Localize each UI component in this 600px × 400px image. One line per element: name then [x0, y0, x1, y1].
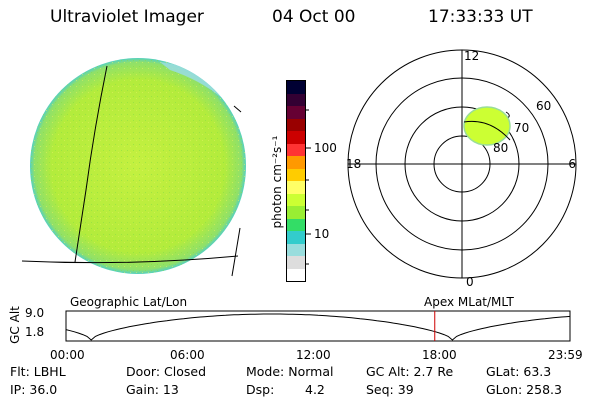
colorbar-segment	[287, 143, 305, 156]
apex-caption: Apex MLat/MLT	[424, 295, 514, 309]
color-bar-ticks	[306, 109, 311, 265]
lat-label-60: 60	[536, 99, 551, 113]
door-status: Door: Closed	[126, 364, 207, 379]
gc-alt-status: GC Alt: 2.7 Re	[366, 364, 454, 379]
xtick-1200: 12:00	[296, 348, 331, 362]
altitude-plot	[65, 310, 571, 342]
colorbar-segment	[287, 231, 305, 244]
colorbar-segment	[287, 218, 305, 231]
xtick-0000: 00:00	[50, 348, 85, 362]
longitude-line	[74, 65, 108, 263]
edge-tick	[233, 105, 242, 113]
ip-status: IP: 36.0	[10, 382, 58, 397]
altitude-curve	[65, 313, 571, 341]
date-label: 04 Oct 00	[272, 7, 356, 27]
colorbar-segment	[287, 243, 305, 256]
mlt-label-12: 12	[464, 49, 479, 63]
colorbar-unit-label: photon cm⁻²s⁻¹	[270, 135, 284, 229]
colorbar-tick-10: 10	[314, 227, 330, 241]
xtick-1800: 18:00	[422, 348, 457, 362]
altitude-ytick-top: 9.0	[25, 306, 45, 320]
lat-label-80: 80	[493, 141, 508, 155]
colorbar-segment	[287, 118, 305, 131]
filter-status: Flt: LBHL	[10, 364, 66, 379]
seq-status: Seq: 39	[366, 382, 414, 397]
earth-disk-image	[21, 58, 246, 277]
app-title: Ultraviolet Imager	[50, 7, 204, 27]
colorbar-segment	[287, 131, 305, 144]
colorbar-segment	[287, 168, 305, 181]
polar-plot: 12 18 6 0 60 70 80	[346, 49, 577, 288]
mode-status: Mode: Normal	[246, 364, 334, 379]
auroral-oval	[463, 106, 511, 146]
gain-status: Gain: 13	[126, 382, 179, 397]
altitude-ytick-bottom: 1.8	[25, 325, 45, 339]
colorbar-segment	[287, 268, 305, 281]
dsp-value: 4.2	[305, 382, 325, 397]
glat-status: GLat: 63.3	[486, 364, 552, 379]
color-bar	[286, 80, 306, 282]
colorbar-tick-100: 100	[314, 141, 337, 155]
colorbar-segment	[287, 81, 305, 94]
latitude-line-edge	[231, 227, 241, 277]
latitude-line	[21, 255, 239, 264]
mlt-label-0: 0	[466, 275, 474, 288]
mlt-label-18: 18	[346, 157, 361, 171]
colorbar-segment	[287, 106, 305, 119]
glon-status: GLon: 258.3	[486, 382, 562, 397]
colorbar-segment	[287, 256, 305, 269]
mlt-label-6: 6	[568, 157, 576, 171]
time-label: 17:33:33 UT	[428, 7, 533, 27]
colorbar-segment	[287, 181, 305, 194]
colorbar-segment	[287, 193, 305, 206]
dsp-label: Dsp:	[246, 382, 275, 397]
colorbar-segment	[287, 93, 305, 106]
altitude-ylabel: GC Alt	[7, 306, 22, 344]
geographic-caption: Geographic Lat/Lon	[70, 295, 188, 309]
colorbar-segment	[287, 156, 305, 169]
lat-label-70: 70	[514, 121, 529, 135]
xtick-0600: 06:00	[170, 348, 205, 362]
colorbar-segment	[287, 206, 305, 219]
xtick-2359: 23:59	[548, 348, 583, 362]
